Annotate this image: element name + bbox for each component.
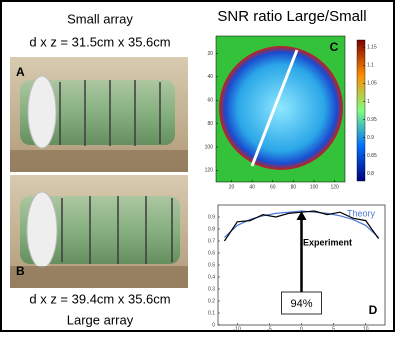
y-tick-label: 100 xyxy=(205,144,214,150)
right-title: SNR ratio Large/Small xyxy=(217,8,366,25)
y-tick-label: 0.6 xyxy=(208,250,215,256)
colorbar-tick-label: 1.1 xyxy=(367,63,374,69)
legend-label: Experiment xyxy=(303,237,352,247)
panel-label: D xyxy=(369,303,378,317)
y-tick-label: 0.2 xyxy=(208,298,215,304)
dims: d x z = 39.4cm x 35.6cm xyxy=(29,291,170,306)
colorbar-tick-label: 0.9 xyxy=(367,135,374,141)
x-tick-label: 5 xyxy=(332,326,335,332)
x-tick-label: -5 xyxy=(267,326,272,332)
y-tick-label: 0.9 xyxy=(208,214,215,220)
panel-label: C xyxy=(330,40,339,54)
y-tick-label: 0.4 xyxy=(208,274,215,280)
colorbar-tick-label: 0.85 xyxy=(367,153,377,159)
y-tick-label: 0 xyxy=(212,322,215,328)
x-tick-label: 0 xyxy=(300,326,303,332)
x-tick-label: 120 xyxy=(331,184,340,190)
x-tick-label: -10 xyxy=(234,326,241,332)
y-tick-label: 40 xyxy=(207,74,213,80)
left-title: Small array xyxy=(67,11,133,26)
y-tick-label: 0.5 xyxy=(208,262,215,268)
panel-label: A xyxy=(16,65,25,79)
y-tick-label: 80 xyxy=(207,121,213,127)
colorbar-tick-label: 1.15 xyxy=(367,45,377,51)
figure: Small array d x z = 31.5cm x 35.6cm A B … xyxy=(0,0,395,332)
dims: d x z = 31.5cm x 35.6cm xyxy=(29,34,170,49)
colorbar-tick-label: 0.8 xyxy=(367,171,374,177)
x-tick-label: 40 xyxy=(249,184,255,190)
legend-label: Theory xyxy=(347,208,376,218)
x-tick-label: 10 xyxy=(363,326,369,332)
y-tick-label: 120 xyxy=(205,168,214,174)
colorbar-tick-label: 0.95 xyxy=(367,117,377,123)
photo-a xyxy=(10,57,188,172)
annotation: 94% xyxy=(290,298,312,310)
photo-b xyxy=(10,175,188,288)
y-tick-label: 60 xyxy=(207,98,213,104)
x-tick-label: 100 xyxy=(310,184,319,190)
y-tick-label: 0.1 xyxy=(208,310,215,316)
y-tick-label: 20 xyxy=(207,51,213,57)
x-tick-label: 60 xyxy=(270,184,276,190)
y-tick-label: 0.8 xyxy=(208,226,215,232)
colorbar xyxy=(357,40,365,181)
colorbar-tick-label: 1.05 xyxy=(367,81,377,87)
colorbar-tick-label: 1 xyxy=(367,99,370,105)
x-tick-label: 20 xyxy=(229,184,235,190)
heatmap-image xyxy=(216,36,345,182)
panel-label: B xyxy=(16,264,25,278)
y-tick-label: 0.3 xyxy=(208,286,215,292)
x-tick-label: 80 xyxy=(291,184,297,190)
y-tick-label: 0.7 xyxy=(208,238,215,244)
left-title: Large array xyxy=(67,312,134,327)
